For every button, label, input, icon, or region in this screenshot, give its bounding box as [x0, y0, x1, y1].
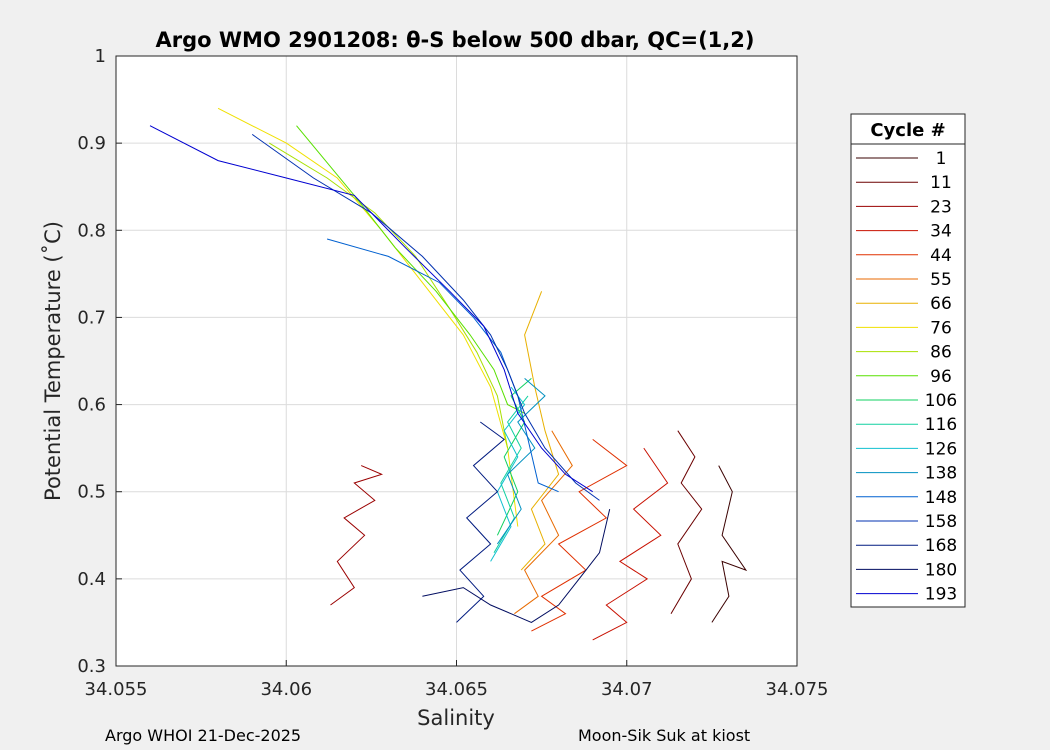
y-tick-label: 0.6: [77, 395, 106, 416]
legend-label-76: 76: [930, 318, 952, 338]
legend-label-180: 180: [925, 560, 957, 580]
legend-label-116: 116: [925, 415, 957, 435]
series-line-cycle-66: [520, 291, 560, 571]
series-line-cycle-96: [296, 125, 525, 414]
x-tick-label: 34.065: [425, 679, 488, 700]
legend-label-138: 138: [925, 464, 957, 484]
legend-label-55: 55: [930, 270, 952, 290]
series-line-cycle-1: [711, 465, 748, 623]
series-line-cycle-106: [496, 378, 532, 536]
legend-label-66: 66: [930, 294, 952, 314]
y-tick-label: 0.3: [77, 656, 106, 677]
y-tick-label: 0.8: [77, 220, 106, 241]
series-line-cycle-11: [670, 430, 703, 614]
y-tick-label: 0.4: [77, 569, 106, 590]
legend-label-148: 148: [925, 488, 957, 508]
legend-label-86: 86: [930, 343, 952, 363]
footer-left: Argo WHOI 21-Dec-2025: [105, 726, 301, 745]
footer-right: Moon-Sik Suk at kiost: [578, 726, 750, 745]
legend-title: Cycle #: [870, 120, 945, 141]
chart-title: Argo WMO 2901208: θ-S below 500 dbar, QC…: [156, 28, 755, 52]
series-line-cycle-23: [330, 465, 384, 606]
series-line-cycle-168: [456, 421, 506, 623]
legend-label-44: 44: [930, 246, 952, 266]
legend-label-1: 1: [936, 149, 947, 169]
x-tick-labels: 34.055 34.06 34.065 34.07 34.075: [85, 679, 829, 700]
y-tick-label: 0.7: [77, 307, 106, 328]
y-axis-label: Potential Temperature (˚C): [41, 221, 65, 501]
series-line-cycle-55: [514, 430, 573, 615]
legend-box: [850, 113, 966, 608]
series-line-cycle-148: [326, 238, 559, 493]
legend-entries: 1112334445566768696106116126138148158168…: [856, 149, 957, 605]
y-tick-label: 1: [95, 46, 106, 67]
series-line-cycle-44: [531, 439, 628, 632]
legend-label-96: 96: [930, 367, 952, 387]
x-tick-label: 34.06: [260, 679, 312, 700]
legend-label-34: 34: [930, 222, 952, 242]
legend-label-193: 193: [925, 585, 957, 605]
x-tick-label: 34.07: [601, 679, 653, 700]
y-tick-label: 0.5: [77, 482, 106, 503]
legend-label-126: 126: [925, 439, 957, 459]
series-line-cycle-76: [217, 107, 519, 527]
legend-label-106: 106: [925, 391, 957, 411]
legend-label-11: 11: [930, 173, 952, 193]
x-tick-label: 34.055: [85, 679, 148, 700]
series-line-cycle-126: [490, 386, 526, 562]
series-lines: [149, 107, 748, 641]
axes-box: [115, 55, 798, 667]
x-tick-label: 34.075: [766, 679, 829, 700]
series-line-cycle-193: [149, 125, 593, 493]
y-tick-labels: 0.3 0.4 0.5 0.6 0.7 0.8 0.9 1: [77, 46, 106, 677]
legend: Cycle # 11123344455667686961061161261381…: [850, 113, 966, 608]
series-line-cycle-180: [422, 508, 611, 623]
series-line-cycle-86: [268, 142, 509, 449]
legend-label-168: 168: [925, 536, 957, 556]
legend-label-158: 158: [925, 512, 957, 532]
series-line-cycle-138: [496, 378, 546, 545]
x-axis-label: Salinity: [417, 706, 495, 730]
series-line-cycle-34: [592, 447, 669, 641]
y-tick-label: 0.9: [77, 133, 106, 154]
series-line-cycle-158: [251, 133, 600, 501]
legend-label-23: 23: [930, 197, 952, 217]
